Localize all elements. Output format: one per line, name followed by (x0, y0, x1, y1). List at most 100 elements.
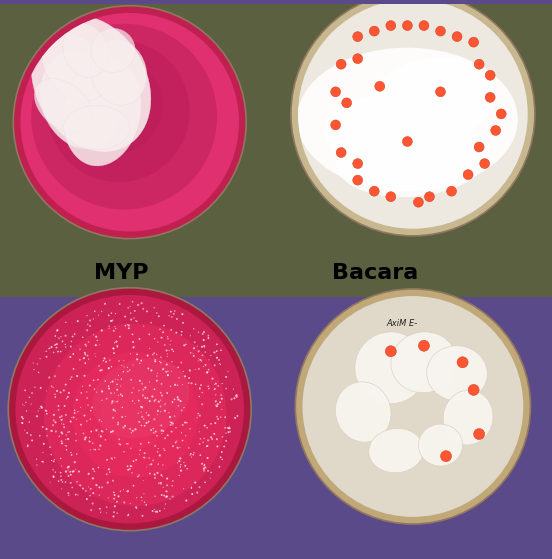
Point (135, 376, 144, 385)
Point (128, 388, 136, 397)
Point (211, 379, 220, 388)
Point (153, 507, 162, 516)
Point (151, 355, 160, 364)
Point (187, 483, 196, 492)
Point (230, 394, 239, 402)
Point (172, 328, 181, 337)
Point (135, 359, 144, 368)
Ellipse shape (443, 390, 493, 445)
Point (20, 426, 29, 435)
Point (140, 453, 149, 462)
Point (105, 468, 114, 477)
Point (204, 466, 213, 475)
Point (161, 434, 169, 443)
Point (196, 451, 205, 459)
Point (126, 444, 135, 453)
Point (124, 510, 133, 519)
Point (124, 439, 132, 448)
Circle shape (353, 175, 363, 185)
Point (194, 357, 203, 366)
Point (68, 467, 77, 476)
Point (51, 340, 60, 349)
Point (102, 394, 111, 403)
Point (85, 433, 94, 442)
Point (213, 347, 221, 356)
Point (176, 443, 184, 452)
Ellipse shape (40, 51, 120, 149)
Ellipse shape (336, 382, 391, 442)
Point (94, 311, 103, 320)
Point (105, 324, 114, 333)
Point (142, 463, 151, 472)
Point (199, 335, 208, 344)
Ellipse shape (42, 32, 107, 102)
Point (92, 341, 100, 350)
Point (182, 340, 190, 349)
Point (64, 471, 73, 480)
Point (66, 479, 75, 487)
Point (158, 461, 167, 470)
Point (132, 317, 141, 326)
Point (58, 477, 67, 486)
Point (42, 406, 51, 415)
Point (139, 385, 148, 394)
Point (213, 353, 221, 362)
Point (56, 454, 65, 463)
Point (103, 456, 112, 465)
Point (150, 396, 159, 405)
Point (57, 412, 66, 421)
Point (154, 444, 163, 453)
Point (178, 310, 187, 319)
Point (115, 300, 124, 309)
Point (18, 400, 27, 409)
Point (163, 431, 172, 440)
Point (145, 330, 153, 339)
Point (25, 418, 34, 427)
Point (134, 396, 143, 405)
Point (47, 427, 56, 435)
Point (62, 430, 71, 439)
Point (124, 367, 132, 376)
Point (198, 351, 207, 360)
Point (88, 439, 97, 448)
Point (81, 349, 89, 358)
Point (59, 420, 68, 429)
Point (89, 465, 98, 473)
Point (210, 429, 219, 438)
Point (217, 394, 226, 403)
Point (141, 383, 150, 392)
Point (135, 386, 144, 395)
Point (170, 411, 179, 420)
Point (66, 417, 75, 426)
Point (148, 456, 157, 465)
Point (186, 348, 195, 357)
Circle shape (331, 120, 341, 130)
Point (189, 448, 198, 457)
Point (157, 429, 166, 438)
Point (150, 334, 159, 343)
Point (91, 307, 99, 316)
Point (216, 413, 225, 421)
Point (163, 334, 172, 343)
Point (210, 348, 219, 357)
Point (158, 365, 167, 374)
Point (150, 428, 158, 437)
Point (137, 493, 146, 502)
Point (213, 442, 222, 451)
Ellipse shape (31, 16, 151, 151)
Point (82, 416, 91, 425)
Point (58, 429, 67, 438)
Point (217, 448, 226, 457)
Point (64, 491, 73, 500)
Point (183, 418, 192, 427)
Point (233, 411, 242, 420)
Point (224, 424, 233, 433)
Point (73, 317, 82, 326)
Point (161, 400, 169, 409)
Point (91, 445, 100, 454)
Point (126, 424, 135, 433)
Point (159, 483, 168, 492)
Point (96, 508, 105, 517)
Point (81, 359, 90, 368)
Point (120, 447, 129, 456)
